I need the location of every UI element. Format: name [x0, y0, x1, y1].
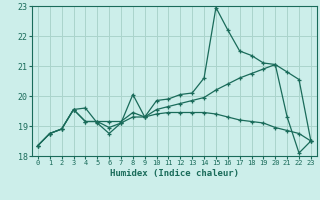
X-axis label: Humidex (Indice chaleur): Humidex (Indice chaleur): [110, 169, 239, 178]
